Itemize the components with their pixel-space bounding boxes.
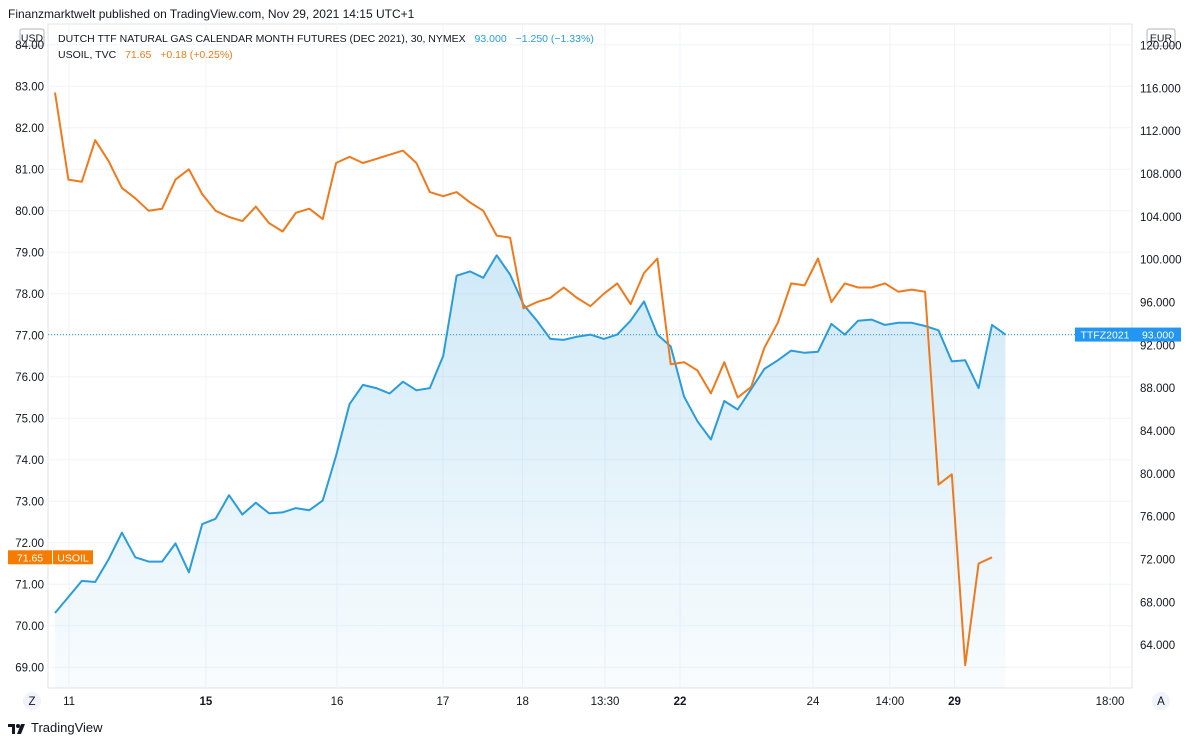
left-axis-tick-label: 74.00 [15, 455, 44, 467]
timezone-toggle-button[interactable] [23, 692, 41, 710]
time-axis-label: 15 [199, 696, 212, 708]
right-axis-tick-label: 108.000 [1140, 169, 1182, 181]
publisher-line: Finanzmarktwelt published on TradingView… [8, 7, 415, 21]
left-axis-tick-label: 77.00 [15, 330, 44, 342]
right-axis-tick-label: 120.000 [1140, 40, 1182, 52]
usoil-series-line[interactable] [54, 92, 993, 667]
ttf-series-line[interactable] [54, 254, 1006, 614]
left-axis-tick-label: 73.00 [15, 496, 44, 508]
ttf-badge-label: TTFZ2021 [1080, 330, 1129, 342]
time-axis-label: 17 [437, 696, 450, 708]
legend: USD DUTCH TTF NATURAL GAS CALENDAR MONTH… [19, 28, 594, 61]
legend-usoil-change: +0.18 (+0.25%) [160, 49, 232, 61]
left-axis-tick-label: 84.00 [15, 40, 44, 52]
eur-currency-badge[interactable] [1146, 28, 1176, 47]
time-axis-label: 22 [674, 696, 687, 708]
legend-usoil-price: 71.65 [125, 49, 151, 61]
ttf-badge-value-bg [1135, 327, 1181, 342]
left-axis-tick-label: 79.00 [15, 247, 44, 259]
tradingview-brand[interactable]: TradingView [8, 720, 103, 735]
left-axis-tick-label: 78.00 [15, 289, 44, 301]
right-price-axis[interactable]: 120.000 116.000 112.000 108.000 104.000 100.0… [1140, 40, 1182, 652]
time-axis-label: 13:30 [591, 696, 620, 708]
right-axis-tick-label: 104.000 [1140, 212, 1182, 224]
right-axis-tick-label: 72.000 [1140, 554, 1175, 566]
right-axis-tick-label: 100.000 [1140, 255, 1182, 267]
legend-ttf-price: 93.000 [475, 33, 507, 45]
ttf-badge-label-bg [1075, 327, 1135, 342]
ttf-area-fill [55, 255, 1006, 689]
time-axis-label: 18:00 [1096, 696, 1125, 708]
usoil-badge-value: 71.65 [17, 552, 43, 564]
timezone-toggle-label: Z [28, 696, 35, 708]
legend-usoil-symbol: USOIL, TVC [58, 49, 117, 61]
right-axis-tick-label: 68.000 [1140, 597, 1175, 609]
brand-name: TradingView [31, 720, 103, 735]
left-axis-tick-label: 83.00 [15, 81, 44, 93]
legend-ttf-symbol: DUTCH TTF NATURAL GAS CALENDAR MONTH FUT… [58, 33, 466, 45]
left-price-axis[interactable]: 84.00 83.00 82.00 81.00 80.00 79.00 78.00 77.00… [15, 40, 44, 675]
time-axis-label: 11 [63, 696, 75, 708]
usd-currency-badge[interactable] [19, 28, 45, 47]
right-axis-tick-label: 112.000 [1140, 126, 1181, 138]
right-axis-tick-label: 92.000 [1140, 340, 1175, 352]
left-axis-tick-label: 76.00 [15, 372, 44, 384]
right-axis-tick-label: 80.000 [1140, 469, 1175, 481]
usoil-last-price-badge: 71.65 USOIL [8, 550, 93, 565]
left-axis-tick-label: 69.00 [15, 662, 44, 674]
ttf-last-price-badge: TTFZ2021 93.000 [1075, 327, 1181, 342]
time-axis-label: 29 [948, 696, 961, 708]
auto-scale-label: A [1157, 696, 1165, 708]
eur-currency-label: EUR [1150, 33, 1173, 45]
right-axis-tick-label: 84.000 [1140, 426, 1175, 438]
time-axis-label: 14:00 [875, 696, 904, 708]
legend-row-usoil: USOIL, TVC 71.65 +0.18 (+0.25%) [58, 49, 233, 61]
left-axis-tick-label: 81.00 [15, 164, 44, 176]
time-axis-label: 24 [807, 696, 820, 708]
time-axis-label: 16 [331, 696, 344, 708]
right-axis-tick-label: 76.000 [1140, 512, 1175, 524]
left-axis-tick-label: 71.00 [15, 579, 44, 591]
left-axis-tick-label: 75.00 [15, 413, 44, 425]
right-axis-tick-label: 116.000 [1140, 83, 1181, 95]
left-axis-tick-label: 80.00 [15, 206, 44, 218]
ttf-badge-value: 93.000 [1142, 330, 1174, 342]
right-axis-tick-label: 96.000 [1140, 297, 1175, 309]
tradingview-logo-icon [8, 723, 25, 734]
series-layer [48, 92, 1132, 689]
legend-row-ttf: DUTCH TTF NATURAL GAS CALENDAR MONTH FUT… [58, 33, 594, 45]
usoil-badge-label: USOIL [57, 552, 89, 564]
right-axis-tick-label: 64.000 [1140, 640, 1175, 652]
left-axis-tick-label: 72.00 [15, 538, 44, 550]
usoil-badge-value-bg [8, 550, 52, 565]
legend-ttf-change: −1.250 (−1.33%) [516, 33, 594, 45]
time-axis-label: 18 [516, 696, 529, 708]
left-axis-tick-label: 82.00 [15, 123, 44, 135]
usd-currency-label: USD [21, 33, 44, 45]
auto-scale-button[interactable] [1152, 692, 1170, 710]
left-axis-tick-label: 70.00 [15, 621, 44, 633]
right-axis-tick-label: 88.000 [1140, 383, 1175, 395]
time-axis[interactable]: 11 15 16 17 18 13:30 22 24 14:00 29 18:00 [63, 696, 1124, 708]
usoil-badge-label-bg [53, 550, 93, 565]
